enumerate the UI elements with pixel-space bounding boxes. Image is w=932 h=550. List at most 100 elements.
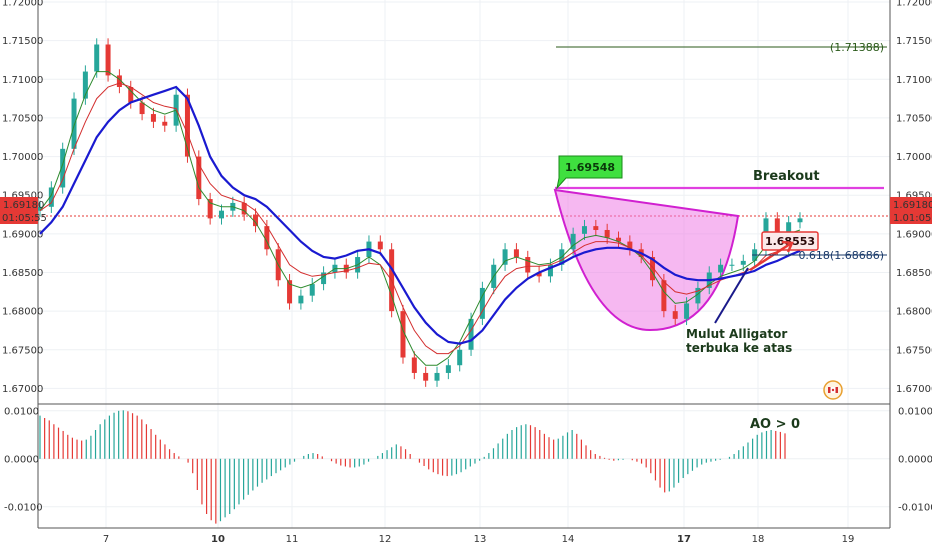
candle-body (116, 75, 122, 88)
sma-mid-line (39, 82, 801, 355)
candle-body (82, 71, 88, 99)
candle-body (321, 272, 327, 285)
ao-tick-label: -0.0100 (898, 502, 932, 513)
ao-tick-label: 0.0000 (4, 454, 39, 465)
ao-label: AO > 0 (750, 417, 800, 432)
candle-body (411, 357, 417, 373)
candle-body (604, 229, 610, 238)
cup-rim (554, 189, 739, 217)
svg-text:01:05:55: 01:05:55 (2, 213, 47, 224)
svg-text:1.69548: 1.69548 (565, 161, 615, 174)
candle-body (37, 206, 43, 211)
candle-body (457, 349, 463, 366)
candle-body (207, 199, 213, 219)
candle-body (218, 210, 224, 219)
candle-body (309, 284, 315, 296)
x-tick-label: 13 (474, 534, 487, 545)
ao-y-axis: 0.0100 0.0100 0.0000 0.0000 -0.0100 -0.0100 (4, 406, 932, 513)
x-tick-label: 14 (562, 534, 575, 545)
candle-body (139, 102, 145, 115)
flag-icon[interactable] (823, 380, 843, 400)
candle-body (718, 264, 724, 273)
candle-body (593, 226, 599, 230)
candle-body (650, 257, 656, 281)
candle-body (672, 311, 678, 319)
candle-body (196, 156, 202, 200)
candle-body (729, 264, 735, 266)
y-tick-label: 1.70000 (896, 152, 932, 163)
sma-slow-line (39, 85, 801, 345)
ao-tick-label: -0.0100 (4, 502, 43, 513)
y-tick-label: 1.67000 (2, 384, 43, 395)
candle-body (423, 372, 429, 381)
ao-tick-label: 0.0100 (898, 406, 932, 417)
y-tick-label: 1.69000 (896, 229, 932, 240)
comment-line-2: terbuka ke atas (686, 341, 792, 355)
y-tick-label: 1.69500 (896, 191, 932, 202)
y-tick-label: 1.68500 (896, 268, 932, 279)
candle-body (377, 241, 383, 250)
x-tick-label: 10 (211, 534, 225, 545)
y-tick-label: 1.67500 (2, 345, 43, 356)
candle-body (695, 287, 701, 304)
candle-body (71, 98, 77, 149)
candle-body (661, 280, 667, 312)
candle-body (468, 318, 474, 350)
candle-body (128, 87, 134, 103)
last-price-tag-right: 1.69180 1.01:05 (890, 197, 932, 224)
candle-body (162, 121, 168, 126)
x-tick-label: 11 (286, 534, 299, 545)
ao-tick-label: 0.0100 (4, 406, 39, 417)
candle-body (627, 241, 633, 250)
fib-level-label: 0.618(1.68686) (798, 249, 884, 262)
x-axis: 7 10 11 12 13 14 17 18 19 (103, 534, 855, 545)
sma-fast-line (39, 71, 801, 366)
breakout-label: Breakout (753, 169, 820, 184)
candle-body (570, 233, 576, 250)
y-tick-label: 1.68000 (896, 307, 932, 318)
high-price-tag: 1.69548 (556, 155, 623, 190)
y-tick-label: 1.70500 (2, 113, 43, 124)
marker-price-tag: 1.68553 (761, 231, 819, 251)
candle-body (513, 249, 519, 258)
x-tick-label: 17 (677, 534, 691, 545)
x-tick-label: 12 (379, 534, 392, 545)
ao-tick-label: 0.0000 (898, 454, 932, 465)
candle-body (684, 303, 690, 319)
x-tick-label: 19 (842, 534, 855, 545)
candle-body (264, 226, 270, 250)
candle-body (298, 295, 304, 304)
candle-body (502, 249, 508, 265)
comment-pointer (714, 267, 749, 324)
candle-body (287, 280, 293, 304)
candle-body (150, 114, 156, 122)
candle-body (400, 311, 406, 358)
y-tick-label: 1.68500 (2, 268, 43, 279)
ao-histogram (39, 410, 786, 524)
candle-body (94, 44, 100, 72)
x-tick-label: 18 (752, 534, 765, 545)
candle-body (797, 218, 803, 223)
y-tick-label: 1.71500 (896, 36, 932, 47)
y-tick-label: 1.69000 (2, 229, 43, 240)
y-tick-label: 1.70500 (896, 113, 932, 124)
last-price-tag-left: 1.69180 01:05:55 (0, 197, 47, 224)
svg-text:1.01:05: 1.01:05 (893, 213, 931, 224)
y-tick-label: 1.69500 (2, 191, 43, 202)
candle-body (241, 202, 247, 215)
candle-body (434, 372, 440, 381)
y-tick-label: 1.71500 (2, 36, 43, 47)
y-tick-label: 1.68000 (2, 307, 43, 318)
candle-body (184, 94, 190, 157)
candle-body (536, 272, 542, 277)
y-tick-label: 1.71000 (896, 75, 932, 86)
svg-text:1.69180: 1.69180 (893, 200, 932, 211)
y-tick-label: 1.70000 (2, 152, 43, 163)
cup-pattern (553, 188, 740, 332)
y-tick-label: 1.72000 (896, 0, 932, 9)
resistance-level-label: (1.71388) (830, 41, 884, 54)
y-axis-right: 1.72000 1.71500 1.71000 1.70500 1.70000 1.695… (896, 0, 932, 395)
y-tick-label: 1.67500 (896, 345, 932, 356)
y-tick-label: 1.72000 (2, 0, 43, 9)
